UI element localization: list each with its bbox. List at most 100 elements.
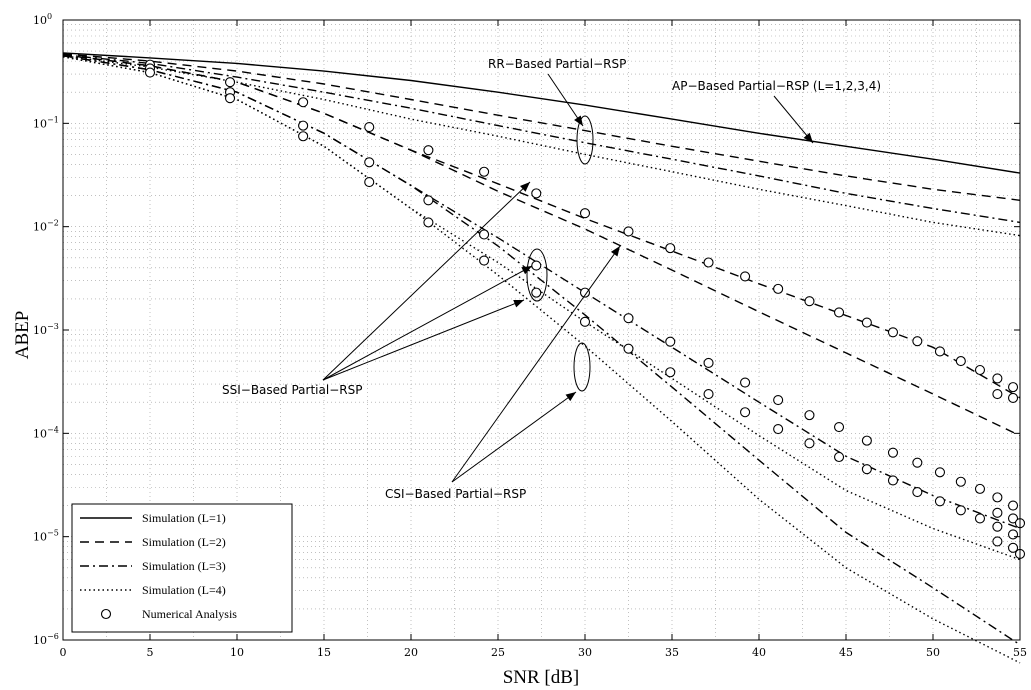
analysis-marker xyxy=(531,260,542,271)
series-line-dotted xyxy=(62,55,1021,237)
analysis-marker xyxy=(861,435,872,446)
analysis-marker xyxy=(833,307,845,318)
analysis-marker xyxy=(974,513,986,524)
analysis-marker xyxy=(912,457,923,468)
analysis-marker xyxy=(887,447,899,458)
annotation-rr: RR−Based Partial−RSP xyxy=(488,57,626,71)
analysis-marker xyxy=(887,327,899,338)
analysis-marker xyxy=(703,388,714,400)
x-tick-label: 55 xyxy=(1013,646,1027,659)
analysis-marker xyxy=(992,507,1003,518)
series-line-dashed xyxy=(62,54,1021,437)
analysis-marker xyxy=(531,188,542,199)
analysis-marker xyxy=(1007,513,1019,524)
x-tick-label: 20 xyxy=(404,646,418,659)
y-tick-label: 100 xyxy=(33,12,52,27)
analysis-marker xyxy=(974,483,986,494)
analysis-marker xyxy=(1007,500,1019,511)
series-line-dashdot xyxy=(62,55,1021,646)
x-tick-label: 35 xyxy=(665,646,679,659)
analysis-marker xyxy=(623,226,634,237)
analysis-marker xyxy=(912,487,923,498)
analysis-marker xyxy=(298,131,309,142)
analysis-marker xyxy=(934,346,946,357)
analysis-marker xyxy=(579,287,591,298)
analysis-marker xyxy=(703,257,714,268)
x-tick-label: 30 xyxy=(578,646,592,659)
analysis-marker xyxy=(992,388,1003,400)
series-line-solid xyxy=(62,52,1021,174)
analysis-marker xyxy=(703,357,714,368)
y-tick-label: 10−5 xyxy=(33,529,59,544)
y-tick-label: 10−1 xyxy=(33,115,59,130)
annotation-arrowhead xyxy=(610,246,620,257)
analysis-marker xyxy=(992,521,1003,532)
annotation-arrow-shaft xyxy=(322,299,525,381)
x-tick-label: 45 xyxy=(839,646,853,659)
series-line-dashdot xyxy=(62,54,1021,224)
analysis-marker xyxy=(833,422,845,433)
analysis-marker xyxy=(623,313,634,324)
analysis-marker xyxy=(479,166,490,177)
y-tick-label: 10−3 xyxy=(33,322,59,337)
x-tick-label: 50 xyxy=(926,646,940,659)
analysis-marker xyxy=(144,67,156,78)
annotation-ellipse xyxy=(576,115,594,165)
x-tick-label: 5 xyxy=(147,646,154,659)
series-line-dashed xyxy=(62,54,1021,399)
annotation-arrow-shaft xyxy=(322,265,533,381)
legend-label: Simulation (L=1) xyxy=(142,511,226,525)
legend: Simulation (L=1) Simulation (L=2) Simulati… xyxy=(71,503,293,633)
analysis-marker xyxy=(955,476,966,487)
analysis-marker xyxy=(665,336,676,347)
analysis-marker xyxy=(804,410,815,421)
analysis-marker xyxy=(955,356,966,367)
annotation-arrowhead xyxy=(803,132,813,143)
analysis-marker xyxy=(423,195,434,206)
analysis-marker xyxy=(1007,392,1019,403)
x-tick-label: 0 xyxy=(60,646,67,659)
annotation-ssi: SSI−Based Partial−RSP xyxy=(222,383,362,397)
legend-label: Simulation (L=2) xyxy=(142,535,226,549)
analysis-marker xyxy=(804,296,815,307)
series-line-dashed xyxy=(62,53,1021,201)
analysis-marker xyxy=(423,145,434,156)
analysis-marker xyxy=(665,243,676,254)
series-line-dotted xyxy=(62,56,1021,561)
analysis-marker xyxy=(773,283,784,294)
legend-symbol xyxy=(100,608,112,620)
annotation-arrow-shaft xyxy=(547,73,584,127)
analysis-marker xyxy=(992,492,1003,503)
legend-label: Numerical Analysis xyxy=(142,607,237,621)
analysis-marker xyxy=(364,122,375,133)
annotation-arrow-shaft xyxy=(773,95,814,144)
analysis-marker xyxy=(773,424,784,435)
analysis-marker xyxy=(887,475,899,486)
annotation-ellipse xyxy=(526,248,548,302)
legend-label: Simulation (L=3) xyxy=(142,559,226,573)
x-tick-label: 10 xyxy=(230,646,244,659)
x-tick-label: 25 xyxy=(491,646,505,659)
analysis-marker xyxy=(479,255,490,266)
analysis-marker xyxy=(1007,382,1019,393)
analysis-marker xyxy=(479,229,490,240)
analysis-marker xyxy=(224,77,236,88)
tick-labels: 0 5 10 15 20 25 30 35 40 45 50 55 10−6 10−5 10−4 10−3 10… xyxy=(33,12,1027,659)
y-axis-label: ABEP xyxy=(12,311,33,360)
analysis-marker xyxy=(773,394,784,406)
analysis-marker xyxy=(298,120,309,131)
annotation-arrow-shaft xyxy=(322,181,531,381)
annotation-arrowhead xyxy=(513,299,524,308)
annotation-arrowhead xyxy=(520,182,530,192)
analysis-marker xyxy=(833,451,845,463)
analysis-marker xyxy=(224,93,236,104)
analysis-marker xyxy=(298,97,309,108)
annotation-arrow-shaft xyxy=(451,245,621,483)
y-tick-label: 10−4 xyxy=(33,425,59,440)
analysis-marker xyxy=(423,217,434,228)
annotation-arrowhead xyxy=(565,392,576,402)
analysis-marker xyxy=(955,505,966,516)
annotation-ap: AP−Based Partial−RSP (L=1,2,3,4) xyxy=(672,79,881,93)
annotations: RR−Based Partial−RSP AP−Based Partial−RSP… xyxy=(222,57,881,501)
annotation-arrowhead xyxy=(574,115,583,126)
